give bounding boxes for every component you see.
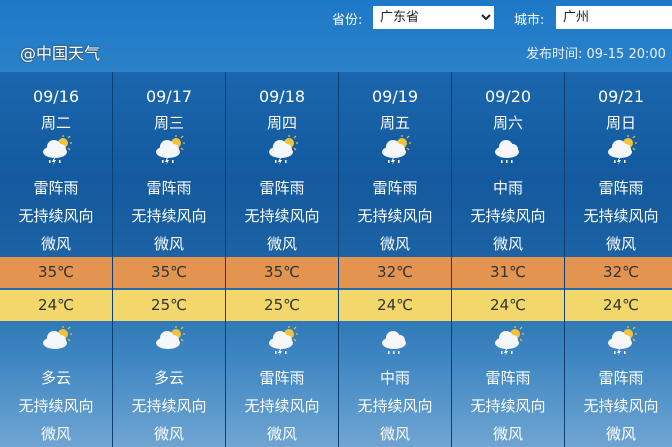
night-wind: 微风 [492, 425, 523, 443]
day-wind: 微风 [153, 235, 184, 253]
thunderstorm-sun-icon [605, 326, 639, 356]
day-weather: 中雨 [492, 179, 523, 197]
weekday: 周日 [605, 114, 636, 132]
partly-cloudy-icon [153, 326, 187, 356]
date: 09/17 [145, 87, 193, 106]
rain-icon [492, 135, 526, 165]
date: 09/20 [484, 87, 532, 106]
thunderstorm-sun-icon [266, 326, 300, 356]
low-temp: 24℃ [0, 290, 112, 321]
rain-icon [379, 326, 413, 356]
low-temp: 24℃ [339, 290, 451, 321]
province-select[interactable]: 广东省 [373, 6, 494, 29]
night-weather: 中雨 [379, 369, 410, 387]
publish-label: 发布时间: [526, 47, 583, 62]
forecast-day: 09/16 周二 雷阵雨 无持续风向 微风 35℃ 24℃ 多云 无持续风向 微… [0, 72, 113, 447]
publish-time: 发布时间: 09-15 20:00 [526, 43, 666, 62]
province-label: 省份: [332, 13, 363, 28]
header: @中国天气 省份: 广东省 城市: 广州 发布时间: 09-15 20:00 [0, 0, 672, 72]
night-wind: 微风 [266, 425, 297, 443]
night-wind-direction: 无持续风向 [18, 397, 94, 415]
date: 09/16 [32, 87, 80, 106]
night-wind-direction: 无持续风向 [583, 397, 659, 415]
high-temp: 32℃ [339, 257, 451, 288]
high-temp: 35℃ [113, 257, 225, 288]
day-wind-direction: 无持续风向 [131, 207, 207, 225]
weekday: 周五 [379, 114, 410, 132]
weekday: 周六 [492, 114, 523, 132]
high-temp: 32℃ [565, 257, 672, 288]
date: 09/21 [597, 87, 645, 106]
day-wind-direction: 无持续风向 [18, 207, 94, 225]
night-wind-direction: 无持续风向 [357, 397, 433, 415]
night-weather: 雷阵雨 [485, 369, 531, 387]
day-wind-direction: 无持续风向 [583, 207, 659, 225]
day-wind: 微风 [605, 235, 636, 253]
day-wind: 微风 [40, 235, 71, 253]
low-temp: 25℃ [113, 290, 225, 321]
high-temp: 31℃ [452, 257, 564, 288]
day-wind: 微风 [379, 235, 410, 253]
city-select[interactable]: 广州 [556, 6, 672, 29]
thunderstorm-sun-icon [492, 326, 526, 356]
thunderstorm-sun-icon [266, 135, 300, 165]
thunderstorm-sun-icon [605, 135, 639, 165]
forecast-day: 09/20 周六 中雨 无持续风向 微风 31℃ 24℃ 雷阵雨 无持续风向 微… [452, 72, 565, 447]
thunderstorm-sun-icon [40, 135, 74, 165]
forecast-day: 09/17 周三 雷阵雨 无持续风向 微风 35℃ 25℃ 多云 无持续风向 微… [113, 72, 226, 447]
thunderstorm-sun-icon [379, 135, 413, 165]
forecast-day: 09/19 周五 雷阵雨 无持续风向 微风 32℃ 24℃ 中雨 无持续风向 微… [339, 72, 452, 447]
forecast-day: 09/21 周日 雷阵雨 无持续风向 微风 32℃ 24℃ 雷阵雨 无持续风向 … [565, 72, 672, 447]
day-weather: 雷阵雨 [598, 179, 644, 197]
weekday: 周四 [266, 114, 297, 132]
low-temp: 25℃ [226, 290, 338, 321]
night-wind: 微风 [153, 425, 184, 443]
night-wind: 微风 [605, 425, 636, 443]
night-weather: 多云 [153, 369, 184, 387]
night-weather: 雷阵雨 [598, 369, 644, 387]
day-wind-direction: 无持续风向 [357, 207, 433, 225]
night-wind-direction: 无持续风向 [244, 397, 320, 415]
day-wind-direction: 无持续风向 [244, 207, 320, 225]
forecast-columns: 09/16 周二 雷阵雨 无持续风向 微风 35℃ 24℃ 多云 无持续风向 微… [0, 72, 672, 447]
night-wind-direction: 无持续风向 [131, 397, 207, 415]
day-weather: 雷阵雨 [33, 179, 79, 197]
date: 09/19 [371, 87, 419, 106]
high-temp: 35℃ [226, 257, 338, 288]
day-wind: 微风 [266, 235, 297, 253]
night-wind-direction: 无持续风向 [470, 397, 546, 415]
watermark: @中国天气 [20, 44, 101, 63]
thunderstorm-sun-icon [153, 135, 187, 165]
day-weather: 雷阵雨 [372, 179, 418, 197]
city-label: 城市: [514, 13, 545, 28]
night-weather: 多云 [40, 369, 71, 387]
weekday: 周二 [40, 114, 71, 132]
weekday: 周三 [153, 114, 184, 132]
publish-time-value: 09-15 20:00 [586, 47, 666, 62]
day-weather: 雷阵雨 [146, 179, 192, 197]
day-wind: 微风 [492, 235, 523, 253]
low-temp: 24℃ [565, 290, 672, 321]
night-weather: 雷阵雨 [259, 369, 305, 387]
high-temp: 35℃ [0, 257, 112, 288]
date: 09/18 [258, 87, 306, 106]
night-wind: 微风 [40, 425, 71, 443]
night-wind: 微风 [379, 425, 410, 443]
day-wind-direction: 无持续风向 [470, 207, 546, 225]
low-temp: 24℃ [452, 290, 564, 321]
partly-cloudy-icon [40, 326, 74, 356]
forecast-day: 09/18 周四 雷阵雨 无持续风向 微风 35℃ 25℃ 雷阵雨 无持续风向 … [226, 72, 339, 447]
day-weather: 雷阵雨 [259, 179, 305, 197]
